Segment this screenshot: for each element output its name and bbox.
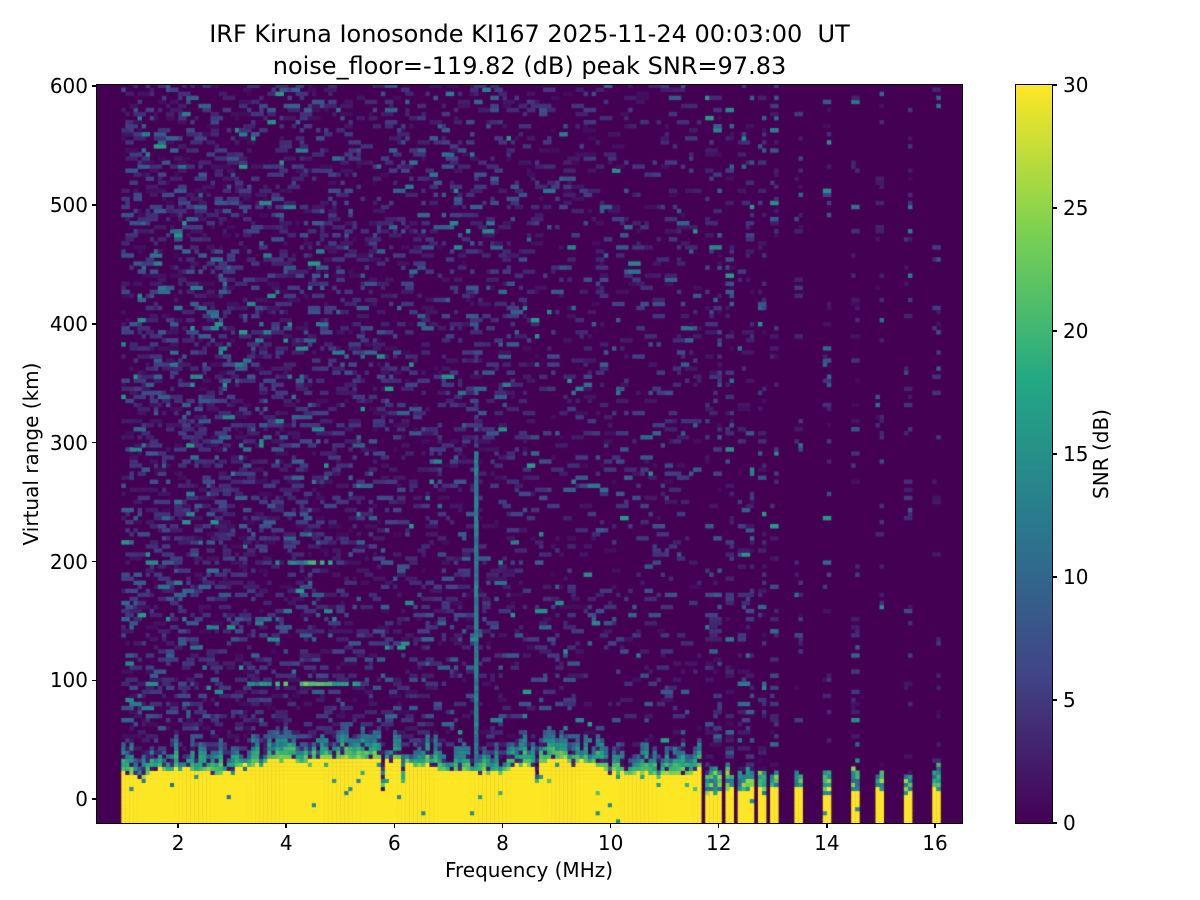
- colorbar-tick-label: 30: [1063, 73, 1089, 97]
- x-tick-mark: [177, 823, 179, 828]
- y-axis-label: Virtual range (km): [19, 362, 43, 546]
- y-tick-label: 0: [75, 787, 88, 812]
- y-tick-mark: [92, 85, 97, 87]
- colorbar-tick-mark: [1052, 453, 1057, 455]
- y-tick-label: 500: [49, 193, 88, 218]
- colorbar-tick-mark: [1052, 699, 1057, 701]
- figure-title: IRF Kiruna Ionosonde KI167 2025-11-24 00…: [209, 20, 850, 48]
- colorbar-label: SNR (dB): [1089, 409, 1113, 499]
- colorbar-tick-label: 20: [1063, 319, 1089, 343]
- colorbar-tick-mark: [1052, 330, 1057, 332]
- y-tick-label: 400: [49, 311, 88, 336]
- y-tick-label: 100: [49, 668, 88, 693]
- x-tick-mark: [609, 823, 612, 828]
- ionogram-heatmap-canvas: [97, 85, 962, 823]
- colorbar-tick-label: 5: [1063, 688, 1076, 712]
- x-tick-label: 4: [279, 831, 293, 855]
- colorbar: [1014, 83, 1053, 824]
- x-tick-label: 14: [814, 831, 840, 855]
- colorbar-tick-mark: [1052, 822, 1057, 824]
- x-tick-mark: [285, 823, 287, 828]
- y-tick-label: 200: [49, 549, 88, 574]
- x-tick-mark: [826, 823, 828, 828]
- x-tick-mark: [393, 823, 396, 828]
- colorbar-tick-label: 25: [1063, 196, 1089, 220]
- y-tick-mark: [92, 560, 97, 563]
- y-tick-mark: [92, 441, 97, 444]
- colorbar-tick-label: 0: [1063, 811, 1076, 835]
- colorbar-tick-mark: [1052, 207, 1057, 209]
- colorbar-gradient: [1015, 84, 1052, 823]
- y-tick-mark: [92, 679, 97, 682]
- colorbar-tick-label: 10: [1063, 565, 1089, 589]
- x-tick-label: 8: [496, 831, 509, 855]
- y-tick-label: 300: [49, 430, 88, 455]
- x-tick-label: 16: [922, 831, 948, 855]
- x-tick-label: 12: [705, 831, 732, 855]
- x-tick-mark: [934, 823, 936, 828]
- y-tick-mark: [92, 798, 97, 800]
- colorbar-tick-label: 15: [1063, 442, 1089, 466]
- x-axis-label: Frequency (MHz): [444, 858, 614, 882]
- colorbar-tick-mark: [1052, 576, 1057, 578]
- y-tick-mark: [92, 323, 97, 325]
- x-tick-label: 2: [171, 831, 185, 855]
- y-tick-mark: [92, 204, 97, 206]
- x-tick-mark: [501, 823, 504, 828]
- x-tick-mark: [717, 823, 720, 828]
- figure-subtitle: noise_floor=-119.82 (dB) peak SNR=97.83: [272, 52, 787, 80]
- y-tick-label: 600: [49, 74, 88, 99]
- colorbar-tick-mark: [1052, 84, 1057, 86]
- x-tick-label: 10: [597, 831, 624, 855]
- x-tick-label: 6: [387, 831, 401, 855]
